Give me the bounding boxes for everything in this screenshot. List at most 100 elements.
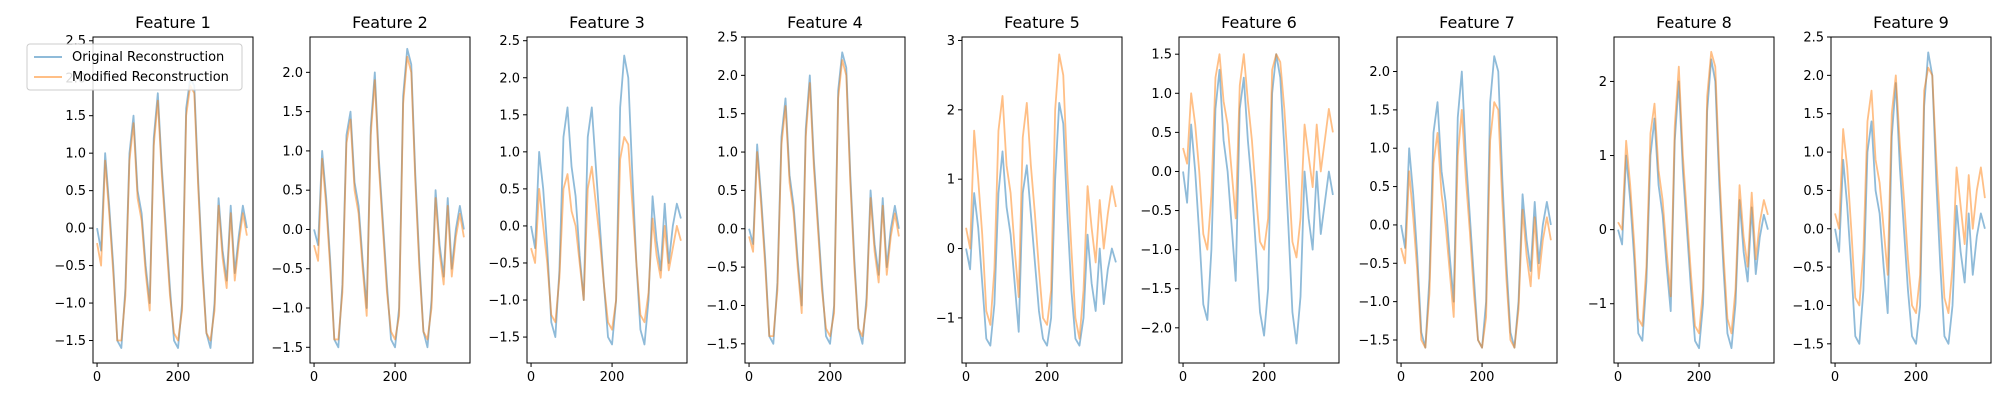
x-tick-label: 200	[1252, 370, 1277, 385]
x-tick-label: 0	[93, 370, 101, 385]
y-tick-label: 1.0	[65, 147, 86, 162]
y-tick-label: −1.0	[1792, 299, 1824, 314]
series-modified-line	[1400, 101, 1552, 349]
series-modified-line	[96, 84, 248, 342]
y-tick-label: 1.5	[65, 109, 86, 124]
y-tick-label: 1.5	[282, 105, 303, 120]
y-tick-label: 1.0	[1151, 87, 1172, 102]
y-tick-label: 1.0	[1803, 146, 1824, 161]
y-tick-label: 0.0	[1151, 165, 1172, 180]
subplot-title: Feature 1	[135, 13, 211, 32]
subplot-2: Feature 2 −1.5 −1.0 −0.5 0.0 0.5 1.0 1.5 2.0 0 200	[271, 13, 471, 385]
y-tick-label: 1.5	[1803, 107, 1824, 122]
y-tick-label: 2.5	[499, 34, 520, 49]
y-tick-label: −0.5	[488, 256, 520, 271]
y-tick-label: 0.5	[499, 182, 520, 197]
x-tick-label: 0	[1614, 370, 1622, 385]
y-tick-label: 0	[1599, 223, 1607, 238]
y-tick-label: 0.5	[717, 184, 738, 199]
legend-frame	[26, 43, 243, 91]
subplot-7: Feature 7 −1.5 −1.0 −0.5 0.0 0.5 1.0 1.5 2.0 0 200	[1358, 13, 1558, 385]
x-tick-label: 200	[1904, 370, 1929, 385]
axes-frame	[92, 36, 254, 364]
y-tick-label: 2.5	[1803, 31, 1824, 46]
y-tick-label: 1.0	[499, 145, 520, 160]
series-modified-line	[313, 55, 465, 341]
y-tick-label: 0.0	[717, 222, 738, 237]
y-tick-label: 0.0	[65, 222, 86, 237]
y-tick-label: −1.5	[1140, 282, 1172, 297]
x-tick-label: 0	[1179, 370, 1187, 385]
y-tick-label: −2.0	[1140, 321, 1172, 336]
subplot-6: Feature 6 −2.0 −1.5 −1.0 −0.5 0.0 0.5 1.0 1.5 0 20…	[1140, 13, 1340, 385]
y-tick-label: 1	[1599, 149, 1607, 164]
x-tick-label: 200	[383, 370, 408, 385]
y-tick-label: 0.5	[1369, 180, 1390, 195]
y-tick-label: 1	[947, 173, 955, 188]
legend-label-modified: Modified Reconstruction	[72, 70, 229, 85]
y-tick-label: −1.5	[1792, 337, 1824, 352]
series-original-line	[965, 101, 1117, 347]
y-tick-label: −0.5	[1140, 204, 1172, 219]
y-tick-label: 2.0	[499, 71, 520, 86]
subplot-title: Feature 2	[352, 13, 428, 32]
axes-frame	[744, 36, 906, 364]
y-tick-label: −1.5	[271, 341, 303, 356]
subplot-grid: Feature 1 −1.5 −1.0 −0.5 0.0 0.5 1.0 1.5 2.0 2.5 0…	[54, 13, 1992, 385]
y-tick-label: −0.5	[1792, 261, 1824, 276]
subplot-title: Feature 9	[1873, 13, 1949, 32]
axes-frame	[1830, 36, 1992, 364]
y-tick-label: 2	[947, 103, 955, 118]
y-tick-label: 0.0	[1369, 218, 1390, 233]
y-tick-label: 2.0	[282, 66, 303, 81]
subplot-8: Feature 8 −1 0 1 2 0 200	[1588, 13, 1775, 385]
y-tick-label: 0.5	[282, 184, 303, 199]
y-tick-label: −1.0	[706, 299, 738, 314]
y-tick-label: 2	[1599, 75, 1607, 90]
subplot-title: Feature 7	[1439, 13, 1515, 32]
axes-frame	[1178, 36, 1340, 364]
axes-frame	[526, 36, 688, 364]
x-tick-label: 0	[962, 370, 970, 385]
y-tick-label: 3	[947, 34, 955, 49]
axes-frame	[961, 36, 1123, 364]
y-tick-label: 0.5	[1803, 184, 1824, 199]
y-tick-label: −0.5	[706, 261, 738, 276]
x-tick-label: 0	[1397, 370, 1405, 385]
y-tick-label: 2.5	[717, 31, 738, 46]
series-original-line	[1617, 58, 1769, 350]
y-tick-label: 0.0	[1803, 222, 1824, 237]
x-tick-label: 200	[600, 370, 625, 385]
subplot-title: Feature 6	[1221, 13, 1297, 32]
x-tick-label: 200	[1470, 370, 1495, 385]
y-tick-label: 0	[947, 242, 955, 257]
x-tick-label: 200	[818, 370, 843, 385]
x-tick-label: 0	[527, 370, 535, 385]
series-original-line	[1182, 53, 1334, 345]
y-tick-label: 1.5	[1151, 48, 1172, 63]
y-tick-label: −1.0	[54, 297, 86, 312]
x-tick-label: 200	[166, 370, 191, 385]
subplot-4: Feature 4 −1.5 −1.0 −0.5 0.0 0.5 1.0 1.5 2.0 2.5 0…	[706, 13, 906, 385]
axes-frame	[1396, 36, 1558, 364]
x-tick-label: 200	[1687, 370, 1712, 385]
axes-frame	[1613, 36, 1775, 364]
series-modified-line	[530, 136, 682, 331]
y-tick-label: 0.5	[65, 184, 86, 199]
series-modified-line	[1182, 53, 1334, 259]
subplot-5: Feature 5 −1 0 1 2 3 0 200	[936, 13, 1123, 385]
series-modified-line	[965, 53, 1117, 340]
x-tick-label: 200	[1035, 370, 1060, 385]
y-tick-label: −0.5	[1358, 257, 1390, 272]
y-tick-label: −1.0	[1358, 295, 1390, 310]
y-tick-label: −1	[1588, 297, 1607, 312]
y-tick-label: 1.0	[717, 146, 738, 161]
series-modified-line	[1617, 50, 1769, 335]
y-tick-label: 1.5	[1369, 103, 1390, 118]
y-tick-label: −1.5	[706, 337, 738, 352]
y-tick-label: −1.5	[488, 331, 520, 346]
y-tick-label: 1.5	[717, 107, 738, 122]
y-tick-label: −1.0	[488, 294, 520, 309]
subplot-9: Feature 9 −1.5 −1.0 −0.5 0.0 0.5 1.0 1.5 2.0 2.5 0…	[1792, 13, 1992, 385]
